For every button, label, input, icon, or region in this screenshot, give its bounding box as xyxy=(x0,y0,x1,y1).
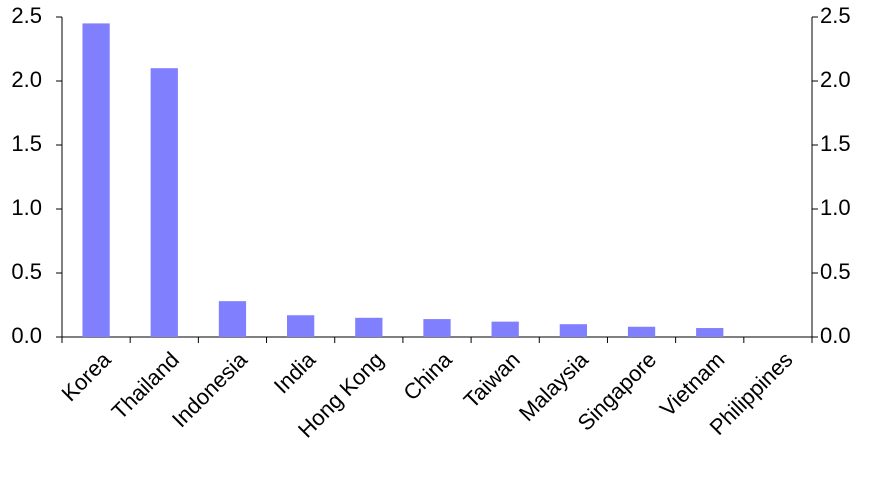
bar xyxy=(355,317,383,337)
y-tick-label: 0.5 xyxy=(11,259,42,284)
y2-tick-label: 1.0 xyxy=(820,195,851,220)
bar xyxy=(150,68,178,337)
bar xyxy=(423,319,451,337)
y-tick-label: 1.0 xyxy=(11,195,42,220)
bar xyxy=(627,326,656,337)
bar xyxy=(82,23,110,338)
y-tick-label: 2.5 xyxy=(11,3,42,28)
y2-tick-label: 0.5 xyxy=(820,259,851,284)
bar xyxy=(559,324,587,337)
x-tick-label: India xyxy=(269,346,321,398)
bar xyxy=(696,328,724,337)
y-tick-label: 0.0 xyxy=(11,323,42,348)
x-tick-label: Taiwan xyxy=(459,347,525,413)
bar xyxy=(218,301,247,337)
y2-tick-label: 0.0 xyxy=(820,323,851,348)
x-tick-label: Korea xyxy=(57,346,117,406)
y-tick-label: 2.0 xyxy=(11,67,42,92)
y2-tick-label: 1.5 xyxy=(820,131,851,156)
bar xyxy=(491,321,519,337)
bar xyxy=(287,315,315,337)
y2-tick-label: 2.0 xyxy=(820,67,851,92)
y-tick-label: 1.5 xyxy=(11,131,42,156)
y2-tick-label: 2.5 xyxy=(820,3,851,28)
x-tick-label: Indonesia xyxy=(167,346,253,432)
x-tick-label: China xyxy=(398,346,457,405)
